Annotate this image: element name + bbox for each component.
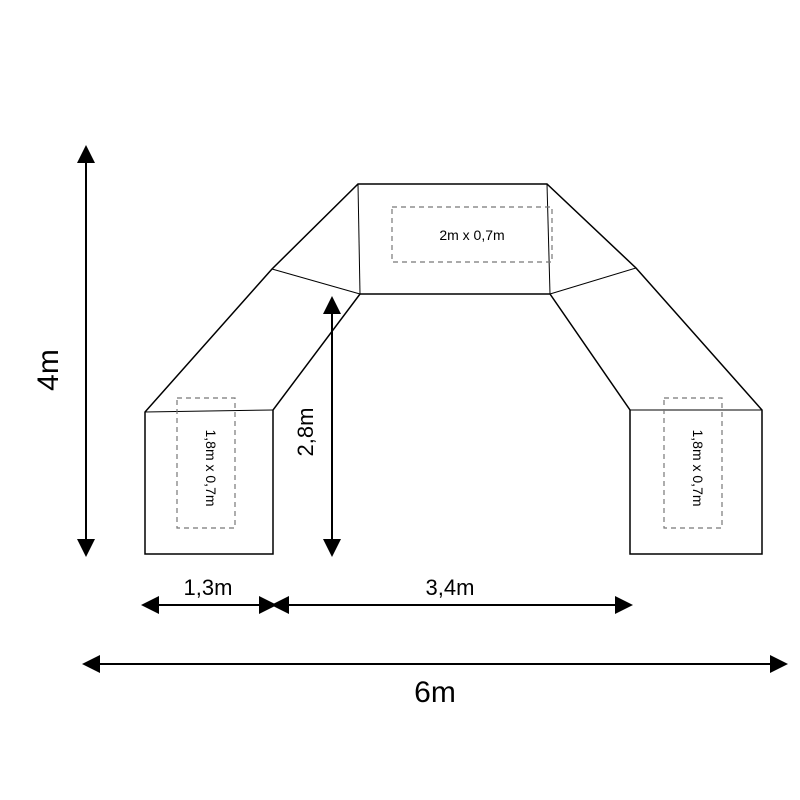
left-panel-label: 1,8m x 0,7m xyxy=(203,429,219,506)
dim-inner-height-label: 2,8m xyxy=(293,408,318,457)
dim-height-label: 4m xyxy=(32,349,65,391)
right-panel-label: 1,8m x 0,7m xyxy=(690,429,706,506)
arch-diagram: 2m x 0,7m 1,8m x 0,7m 1,8m x 0,7m 4m 2,8… xyxy=(0,0,800,800)
dim-leg-width-label: 1,3m xyxy=(184,575,233,600)
dim-inner-width-label: 3,4m xyxy=(426,575,475,600)
dim-total-width-label: 6m xyxy=(414,676,456,709)
top-panel-label: 2m x 0,7m xyxy=(439,227,504,243)
